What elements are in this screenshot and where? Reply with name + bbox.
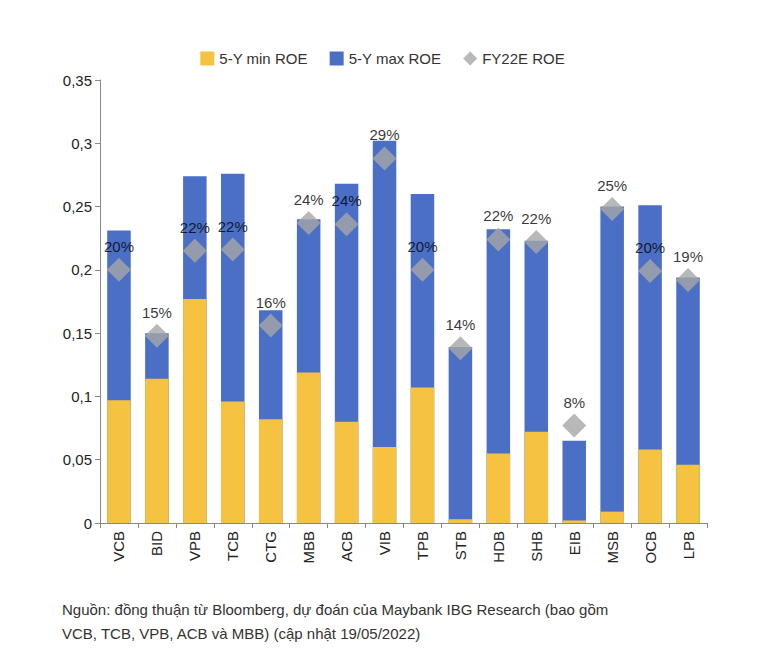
svg-text:0,3: 0,3 [71, 135, 92, 152]
svg-text:VCB: VCB [110, 531, 127, 562]
svg-text:20%: 20% [407, 238, 437, 255]
svg-text:20%: 20% [635, 239, 665, 256]
svg-text:MBB: MBB [300, 531, 317, 564]
svg-text:VIB: VIB [376, 531, 393, 555]
svg-text:16%: 16% [256, 294, 286, 311]
svg-text:5-Y min ROE: 5-Y min ROE [219, 50, 307, 67]
svg-text:EIB: EIB [566, 531, 583, 555]
svg-text:0,2: 0,2 [71, 261, 92, 278]
svg-text:HDB: HDB [490, 531, 507, 563]
svg-text:BID: BID [148, 531, 165, 556]
svg-text:0: 0 [84, 515, 92, 532]
svg-text:OCB: OCB [642, 531, 659, 564]
svg-text:0,25: 0,25 [63, 198, 92, 215]
svg-text:24%: 24% [332, 192, 362, 209]
svg-text:TCB: TCB [224, 531, 241, 561]
svg-text:25%: 25% [597, 177, 627, 194]
svg-text:STB: STB [452, 531, 469, 560]
svg-text:20%: 20% [104, 238, 134, 255]
svg-text:22%: 22% [180, 219, 210, 236]
svg-text:0,15: 0,15 [63, 325, 92, 342]
svg-text:8%: 8% [563, 394, 585, 411]
svg-text:LPB: LPB [680, 531, 697, 559]
svg-text:0,05: 0,05 [63, 451, 92, 468]
svg-text:ACB: ACB [338, 531, 355, 562]
svg-text:0,35: 0,35 [63, 72, 92, 89]
svg-text:SHB: SHB [528, 531, 545, 562]
svg-text:22%: 22% [521, 210, 551, 227]
svg-text:0,1: 0,1 [71, 388, 92, 405]
svg-text:MSB: MSB [604, 531, 621, 564]
svg-text:24%: 24% [294, 191, 324, 208]
svg-text:CTG: CTG [262, 531, 279, 563]
svg-text:VPB: VPB [186, 531, 203, 561]
svg-text:VCB, TCB, VPB, ACB và MBB) (cậ: VCB, TCB, VPB, ACB và MBB) (cập nhật 19/… [62, 625, 420, 642]
svg-text:5-Y max ROE: 5-Y max ROE [349, 50, 441, 67]
svg-text:Nguồn: đồng thuận từ Bloomberg: Nguồn: đồng thuận từ Bloomberg, dự đoán … [62, 601, 608, 618]
svg-text:19%: 19% [673, 248, 703, 265]
svg-text:22%: 22% [483, 207, 513, 224]
svg-text:29%: 29% [370, 126, 400, 143]
svg-text:22%: 22% [218, 218, 248, 235]
svg-text:FY22E ROE: FY22E ROE [482, 50, 565, 67]
svg-text:15%: 15% [142, 304, 172, 321]
svg-text:TPB: TPB [414, 531, 431, 560]
svg-text:14%: 14% [445, 316, 475, 333]
